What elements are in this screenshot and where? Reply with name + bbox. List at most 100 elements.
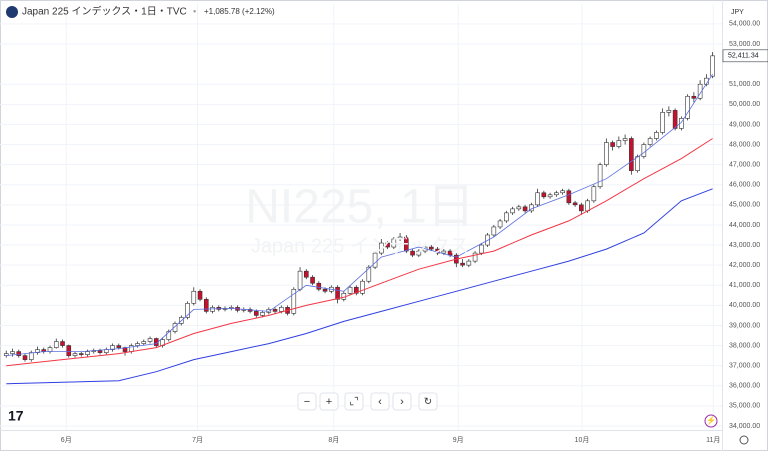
candle-body (60, 341, 65, 346)
candle-body (185, 303, 190, 318)
candle-body (497, 220, 503, 228)
candle-body (691, 95, 697, 99)
candle-body (566, 190, 572, 204)
candle-body (554, 192, 559, 196)
candle-body (610, 142, 615, 147)
candle-body (591, 186, 597, 202)
candle-body (347, 286, 353, 294)
candle-body (410, 250, 415, 256)
y-tick-label: 42,000.00 (729, 262, 760, 269)
candle-body (147, 338, 153, 342)
y-tick-label: 39,000.00 (729, 322, 760, 329)
candle-body (641, 144, 647, 157)
plot (0, 4, 722, 430)
candle-body (597, 164, 603, 188)
candle-body (191, 290, 197, 304)
icon: ↻ (424, 397, 432, 408)
candle-body (53, 341, 59, 348)
candle-body (460, 262, 465, 266)
y-tick-label: 53,000.00 (729, 41, 760, 48)
candle-body (47, 347, 53, 352)
change: +1,085.78 (+2.12%) (204, 7, 275, 16)
x-tick-label: 10月 (575, 436, 590, 444)
reset-button[interactable] (344, 392, 364, 411)
candle-body (404, 236, 409, 252)
candle-body (466, 260, 472, 266)
candle-body (197, 290, 203, 300)
candle-body (110, 345, 115, 350)
candle-body (535, 192, 540, 206)
y-tick-label: 46,000.00 (729, 182, 760, 189)
candle-body (397, 236, 403, 240)
y-tick-label: 54,000.00 (729, 21, 760, 28)
candle-body (572, 202, 578, 206)
candle-body (472, 252, 478, 262)
candle-body (516, 206, 522, 210)
candle-body (272, 309, 278, 312)
candle-body (479, 244, 484, 254)
candle-body (116, 345, 122, 348)
watermark-sub: Japan 225 インデックス (251, 234, 469, 257)
y-tick-label: 38,000.00 (729, 342, 760, 349)
candle-body (510, 208, 515, 214)
icon: ‹ (378, 396, 382, 408)
candle-body (660, 112, 665, 133)
candle-body (78, 353, 84, 355)
y-tick-label: 44,000.00 (729, 222, 760, 229)
refresh-button[interactable] (418, 392, 438, 411)
candle-body (379, 242, 384, 254)
y-tick-label: 36,000.00 (729, 383, 760, 390)
chart-title: Japan 225 インデックス・1日・TVC (22, 5, 187, 18)
candle-body (10, 351, 15, 354)
candle-body (435, 248, 440, 254)
candle-body (291, 288, 297, 314)
x-tick-label: 6月 (61, 436, 72, 444)
candle-body (654, 132, 659, 139)
scroll-right-button[interactable] (392, 392, 412, 411)
candle-body (135, 343, 140, 346)
dot: • (193, 6, 196, 16)
candle-body (278, 307, 284, 312)
x-tick-label: 8月 (328, 436, 339, 444)
symbol-icon (6, 6, 18, 18)
candle-body (297, 270, 303, 290)
zoom-out-button[interactable] (297, 392, 317, 411)
scroll-left-button[interactable] (370, 392, 390, 411)
candle-body (679, 118, 684, 129)
icon: ⚡ (706, 415, 716, 425)
moving-average (6, 73, 713, 356)
y-tick-label: 47,000.00 (729, 161, 760, 168)
candle-body (172, 323, 178, 332)
candle-body (3, 353, 9, 356)
candle-body (416, 250, 422, 256)
currency[interactable]: JPY (731, 9, 744, 16)
alert-button[interactable] (704, 414, 718, 428)
moving-average (6, 138, 713, 367)
candle-body (366, 266, 372, 282)
candle-body (604, 142, 609, 165)
candle-body (166, 331, 172, 340)
candle-body (685, 95, 690, 119)
candle-body (310, 276, 315, 284)
candle-body (85, 351, 90, 355)
y-tick-label: 48,000.00 (729, 141, 760, 148)
y-tick-label: 37,000.00 (729, 363, 760, 370)
icon: ⌞⌝ (349, 397, 358, 408)
candle-body (585, 200, 590, 212)
candle-body (210, 307, 215, 312)
icon: − (304, 396, 310, 408)
candle-body (22, 355, 28, 360)
candle-body (697, 83, 703, 99)
settings-button[interactable] (739, 435, 749, 445)
x-tick-label: 7月 (192, 436, 203, 444)
candle-body (203, 299, 209, 312)
candle-body (541, 192, 547, 198)
logo[interactable]: 17 (8, 408, 24, 424)
y-tick-label: 34,000.00 (729, 423, 760, 430)
candle-body (253, 311, 259, 316)
icon: + (326, 396, 332, 408)
candle-body (647, 138, 653, 145)
zoom-in-button[interactable] (319, 392, 339, 411)
